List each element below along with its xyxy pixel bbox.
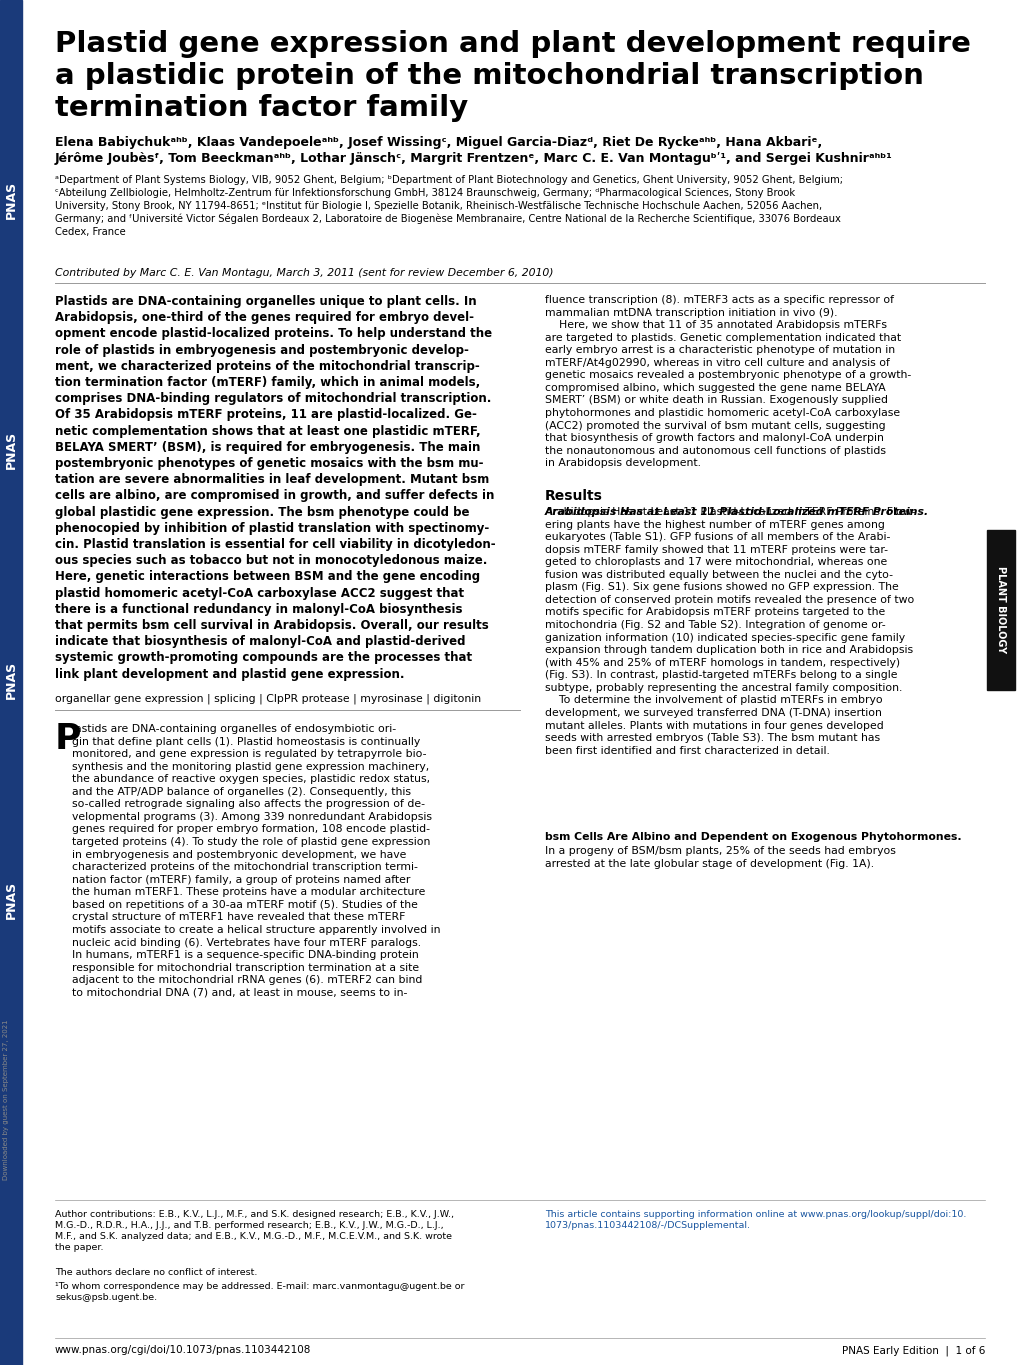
Text: lastids are DNA-containing organelles of endosymbiotic ori-
gin that define plan: lastids are DNA-containing organelles of…: [72, 723, 440, 998]
Bar: [986, 530, 1014, 689]
Text: Author contributions: E.B., K.V., L.J., M.F., and S.K. designed research; E.B., : Author contributions: E.B., K.V., L.J., …: [55, 1209, 453, 1252]
Text: a plastidic protein of the mitochondrial transcription: a plastidic protein of the mitochondrial…: [55, 61, 923, 90]
Text: In a progeny of BSM/bsm plants, 25% of the seeds had embryos
arrested at the lat: In a progeny of BSM/bsm plants, 25% of t…: [544, 846, 895, 868]
Text: PNAS: PNAS: [4, 431, 17, 470]
Text: Elena Babiychukᵃʰᵇ, Klaas Vandepoeleᵃʰᵇ, Josef Wissingᶜ, Miguel Garcia-Diazᵈ, Ri: Elena Babiychukᵃʰᵇ, Klaas Vandepoeleᵃʰᵇ,…: [55, 136, 821, 149]
Text: PLANT BIOLOGY: PLANT BIOLOGY: [995, 566, 1005, 654]
Text: This article contains supporting information online at www.pnas.org/lookup/suppl: This article contains supporting informa…: [544, 1209, 965, 1230]
Text: Plastids are DNA-containing organelles unique to plant cells. In
Arabidopsis, on: Plastids are DNA-containing organelles u…: [55, 295, 495, 681]
Text: Jérôme Joubèsᶠ, Tom Beeckmanᵃʰᵇ, Lothar Jänschᶜ, Margrit Frentzenᵉ, Marc C. E. V: Jérôme Joubèsᶠ, Tom Beeckmanᵃʰᵇ, Lothar …: [55, 152, 892, 165]
Text: Results: Results: [544, 489, 602, 502]
Bar: [0, 0, 22, 1365]
Text: PNAS: PNAS: [4, 661, 17, 699]
Text: termination factor family: termination factor family: [55, 94, 468, 121]
Text: Plastid gene expression and plant development require: Plastid gene expression and plant develo…: [55, 30, 970, 57]
Text: PNAS: PNAS: [4, 880, 17, 919]
Text: Downloaded by guest on September 27, 2021: Downloaded by guest on September 27, 202…: [3, 1020, 9, 1181]
Text: fluence transcription (8). mTERF3 acts as a specific repressor of
mammalian mtDN: fluence transcription (8). mTERF3 acts a…: [544, 295, 910, 468]
Text: The authors declare no conflict of interest.: The authors declare no conflict of inter…: [55, 1268, 257, 1278]
Text: PNAS Early Edition  |  1 of 6: PNAS Early Edition | 1 of 6: [841, 1345, 984, 1355]
Text: Arabidopsis Has at Least 11 Plastid-Localized mTERF Proteins.: Arabidopsis Has at Least 11 Plastid-Loca…: [544, 506, 928, 517]
Text: bsm Cells Are Albino and Dependent on Exogenous Phytohormones.: bsm Cells Are Albino and Dependent on Ex…: [544, 833, 961, 842]
Text: ¹To whom correspondence may be addressed. E-mail: marc.vanmontagu@ugent.be or
se: ¹To whom correspondence may be addressed…: [55, 1282, 464, 1302]
Text: Contributed by Marc C. E. Van Montagu, March 3, 2011 (sent for review December 6: Contributed by Marc C. E. Van Montagu, M…: [55, 268, 553, 278]
Text: www.pnas.org/cgi/doi/10.1073/pnas.1103442108: www.pnas.org/cgi/doi/10.1073/pnas.110344…: [55, 1345, 311, 1355]
Text: ᵃDepartment of Plant Systems Biology, VIB, 9052 Ghent, Belgium; ᵇDepartment of P: ᵃDepartment of Plant Systems Biology, VI…: [55, 175, 842, 238]
Text: organellar gene expression | splicing | ClpPR protease | myrosinase | digitonin: organellar gene expression | splicing | …: [55, 693, 481, 704]
Text: P: P: [55, 722, 82, 756]
Text: PNAS: PNAS: [4, 182, 17, 218]
Text: Arabidopsis Has at Least 11 Plastid-Localized mTERF Proteins. Flow-
ering plants: Arabidopsis Has at Least 11 Plastid-Loca…: [544, 506, 915, 756]
